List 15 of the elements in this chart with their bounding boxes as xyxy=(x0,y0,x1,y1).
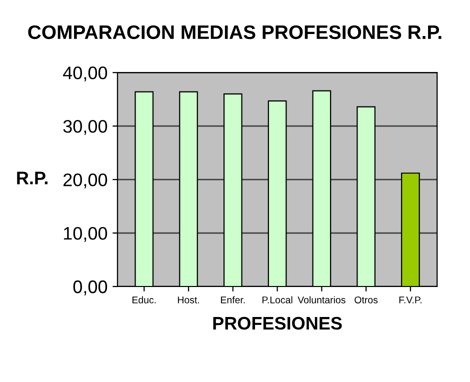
x-tick-label: Educ. xyxy=(132,296,156,304)
x-tick-label: P.Local xyxy=(262,296,292,304)
y-tick-label: 40,00 xyxy=(63,66,108,82)
x-tick-label: Host. xyxy=(178,296,199,304)
y-tick-label: 10,00 xyxy=(64,226,108,242)
x-tick-label: F.V.P. xyxy=(399,296,422,304)
y-axis-title: R.P. xyxy=(17,172,48,184)
x-axis-title: PROFESIONES xyxy=(213,316,342,330)
y-tick-label: 0,00 xyxy=(73,280,108,296)
y-tick-label: 30,00 xyxy=(63,120,108,135)
x-tick-label: Enfer. xyxy=(221,296,245,304)
x-tick-label: Voluntarios xyxy=(298,296,346,304)
y-tick-label: 20,00 xyxy=(64,173,108,188)
x-tick-label: Otros xyxy=(354,296,378,304)
chart-title: COMPARACION MEDIAS PROFESIONES R.P. xyxy=(28,25,442,40)
